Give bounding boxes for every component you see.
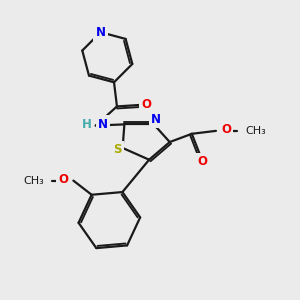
Text: N: N [151,112,161,126]
Text: N: N [98,118,108,130]
Text: O: O [197,155,207,168]
Text: O: O [141,98,152,112]
Text: O: O [221,123,231,136]
Text: S: S [113,143,122,156]
Text: CH₃: CH₃ [245,126,266,136]
Text: CH₃: CH₃ [23,176,44,186]
Text: N: N [96,26,106,39]
Text: H: H [82,118,91,130]
Text: O: O [58,173,68,186]
